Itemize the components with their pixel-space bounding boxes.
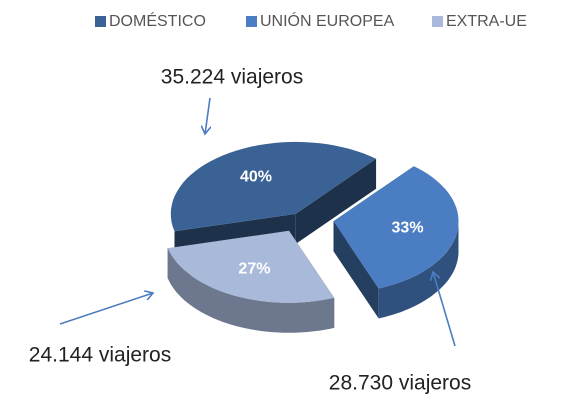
slice-side — [295, 158, 377, 244]
arrow — [205, 97, 210, 134]
arrow — [59, 293, 153, 325]
slice — [167, 230, 335, 303]
data-label: 27% — [238, 260, 270, 277]
data-label: 33% — [392, 220, 424, 237]
pie: 40% 33% 27% — [167, 141, 459, 333]
arrow — [433, 272, 456, 347]
slice-wall — [167, 248, 335, 333]
legend-swatch — [432, 16, 443, 27]
annotation: 35.224 viajeros — [161, 66, 303, 89]
slice-side — [333, 221, 379, 319]
legend-label: UNIÓN EUROPEA — [260, 11, 395, 30]
slice — [333, 166, 459, 289]
slice-wall — [378, 221, 459, 319]
slice — [170, 141, 377, 232]
data-label: 40% — [240, 169, 272, 186]
legend-swatch — [246, 16, 257, 27]
annotation: 24.144 viajeros — [29, 344, 171, 367]
legend-label: DOMÉSTICO — [109, 11, 206, 30]
annotation: 28.730 viajeros — [329, 372, 471, 395]
legend-swatch — [95, 16, 106, 27]
legend-label: EXTRA-UE — [446, 13, 527, 30]
